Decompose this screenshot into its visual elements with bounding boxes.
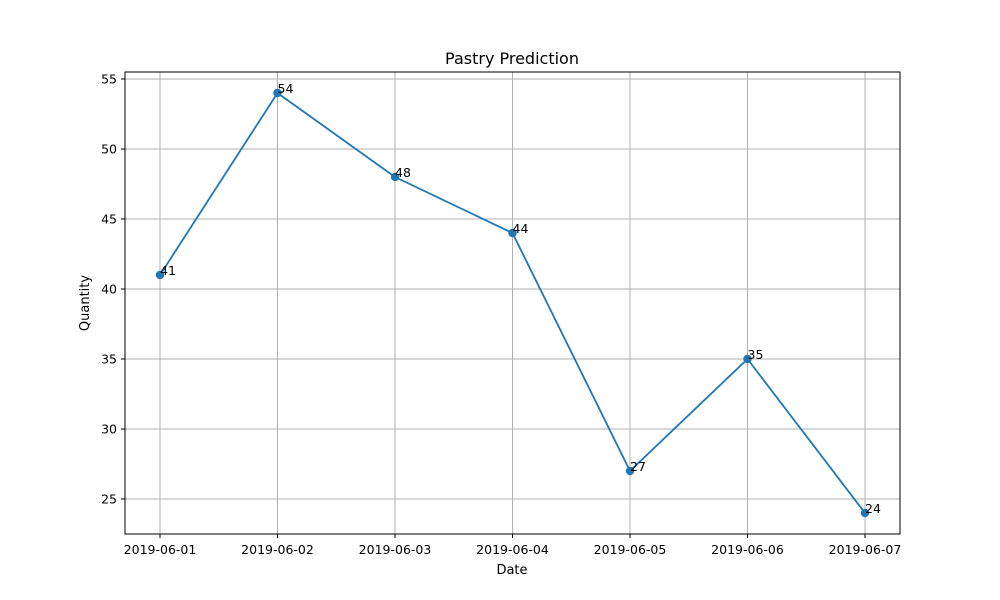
- data-point: [390, 172, 400, 182]
- x-tick-label: 2019-06-03: [359, 542, 432, 557]
- data-label: 44: [513, 221, 529, 236]
- x-tick-label: 2019-06-01: [124, 542, 197, 557]
- data-label: 54: [278, 81, 294, 96]
- y-tick-label: 40: [101, 282, 117, 297]
- x-tick-label: 2019-06-06: [711, 542, 784, 557]
- y-axis-label: Quantity: [78, 275, 93, 331]
- y-tick-label: 45: [101, 212, 117, 227]
- chart-title: Pastry Prediction: [445, 49, 579, 68]
- y-tick-label: 25: [101, 492, 117, 507]
- x-axis-label: Date: [496, 563, 527, 578]
- y-tick-label: 30: [101, 422, 117, 437]
- data-labels: 41 54 48 44 27 35 24: [160, 81, 881, 516]
- y-tick-label: 35: [101, 352, 117, 367]
- x-tick-label: 2019-06-02: [241, 542, 314, 557]
- x-tick-label: 2019-06-07: [829, 542, 902, 557]
- x-tick-label: 2019-06-05: [594, 542, 667, 557]
- data-point: [155, 270, 165, 280]
- data-point: [625, 466, 635, 476]
- data-point: [743, 354, 752, 364]
- data-point: [508, 228, 517, 238]
- data-label: 35: [748, 347, 764, 362]
- y-tick-label: 50: [101, 142, 117, 157]
- data-label: 27: [630, 459, 646, 474]
- data-label: 48: [395, 165, 411, 180]
- data-label: 41: [160, 263, 176, 278]
- grid-lines: [125, 72, 900, 534]
- data-label: 24: [865, 501, 881, 516]
- series-layer: [155, 88, 870, 518]
- x-tick-label: 2019-06-04: [476, 542, 549, 557]
- data-point: [273, 88, 282, 98]
- axis-ticks: 2019-06-01 2019-06-02 2019-06-03 2019-06-04…: [101, 72, 901, 558]
- y-tick-label: 55: [101, 72, 117, 87]
- data-point: [860, 508, 870, 518]
